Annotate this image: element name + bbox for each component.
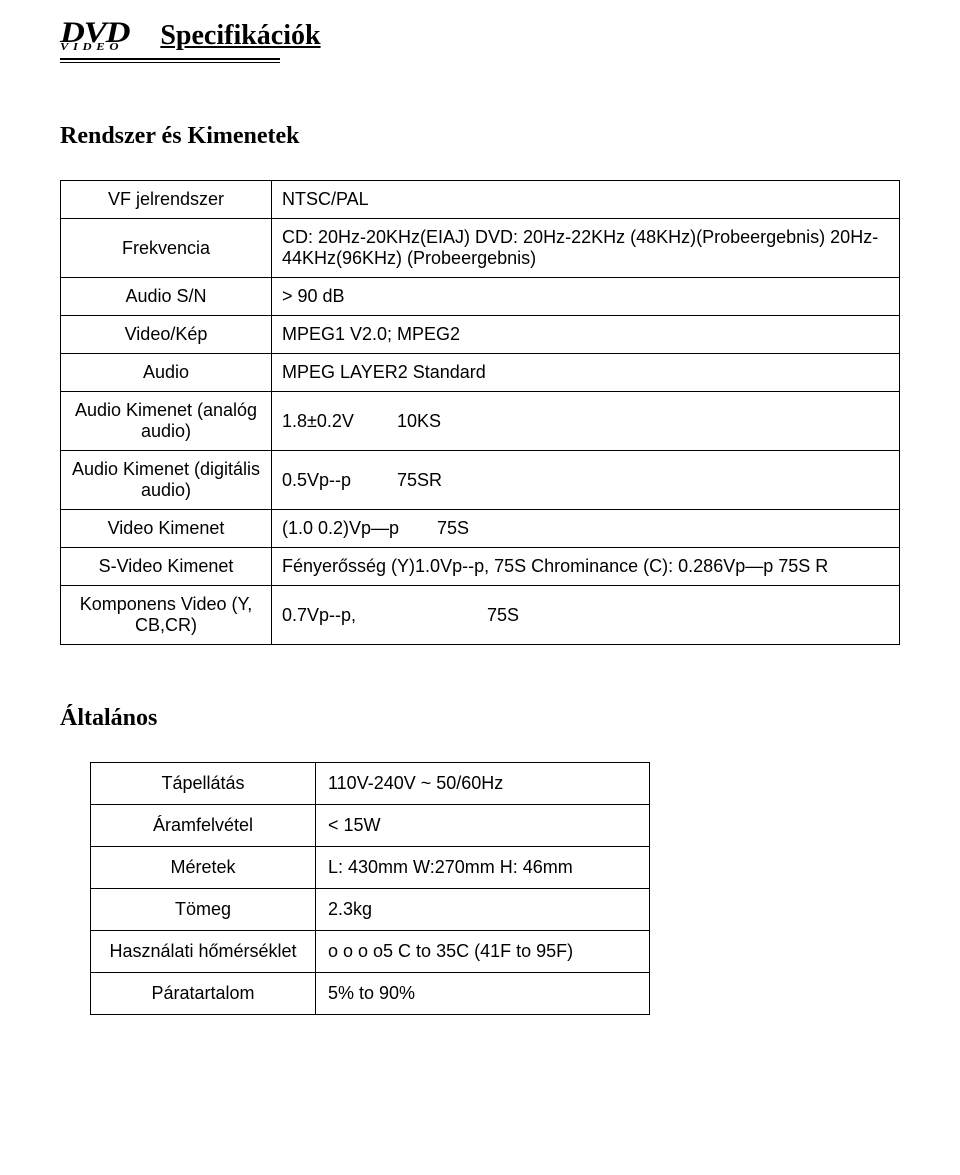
- row-value: 1.8±0.2V 10KS: [272, 392, 900, 451]
- spec-table-system: VF jelrendszer NTSC/PAL Frekvencia CD: 2…: [60, 180, 900, 645]
- row-value: 0.5Vp--p 75SR: [272, 451, 900, 510]
- row-value: MPEG LAYER2 Standard: [272, 354, 900, 392]
- row-label: Méretek: [91, 847, 316, 889]
- page-title: Specifikációk: [160, 20, 320, 52]
- row-label: Audio Kimenet (digitális audio): [61, 451, 272, 510]
- table-row: VF jelrendszer NTSC/PAL: [61, 181, 900, 219]
- table-row: Páratartalom 5% to 90%: [91, 973, 650, 1015]
- table-row: Audio S/N > 90 dB: [61, 278, 900, 316]
- value-part: 75S: [437, 518, 469, 538]
- row-label: Video/Kép: [61, 316, 272, 354]
- row-value: NTSC/PAL: [272, 181, 900, 219]
- row-label: Komponens Video (Y, CB,CR): [61, 586, 272, 645]
- table-row: Frekvencia CD: 20Hz-20KHz(EIAJ) DVD: 20H…: [61, 219, 900, 278]
- row-value: > 90 dB: [272, 278, 900, 316]
- table-row: S-Video Kimenet Fényerősség (Y)1.0Vp--p,…: [61, 548, 900, 586]
- row-value: 110V-240V ~ 50/60Hz: [316, 763, 650, 805]
- spec-table-general: Tápellátás 110V-240V ~ 50/60Hz Áramfelvé…: [90, 762, 650, 1015]
- value-part: 75SR: [397, 470, 442, 490]
- value-part: 10KS: [397, 411, 441, 431]
- row-value: L: 430mm W:270mm H: 46mm: [316, 847, 650, 889]
- table-row: Audio MPEG LAYER2 Standard: [61, 354, 900, 392]
- section1-heading: Rendszer és Kimenetek: [60, 123, 900, 150]
- value-part: (1.0 0.2)Vp—p: [282, 518, 432, 539]
- divider-thick: [60, 58, 280, 60]
- row-label: Páratartalom: [91, 973, 316, 1015]
- dvd-logo: DVD VIDEO: [60, 21, 129, 52]
- table-row: Komponens Video (Y, CB,CR) 0.7Vp--p, 75S: [61, 586, 900, 645]
- row-value: 0.7Vp--p, 75S: [272, 586, 900, 645]
- row-label: Video Kimenet: [61, 510, 272, 548]
- row-label: S-Video Kimenet: [61, 548, 272, 586]
- table-row: Audio Kimenet (analóg audio) 1.8±0.2V 10…: [61, 392, 900, 451]
- row-label: Használati hőmérséklet: [91, 931, 316, 973]
- section2-heading: Általános: [60, 705, 900, 732]
- table-row: Méretek L: 430mm W:270mm H: 46mm: [91, 847, 650, 889]
- value-part: 0.7Vp--p,: [282, 605, 482, 626]
- header: DVD VIDEO Specifikációk: [60, 20, 900, 52]
- row-label: Audio S/N: [61, 278, 272, 316]
- table-row: Áramfelvétel < 15W: [91, 805, 650, 847]
- row-label: Audio Kimenet (analóg audio): [61, 392, 272, 451]
- row-value: Fényerősség (Y)1.0Vp--p, 75S Chrominance…: [272, 548, 900, 586]
- divider-thin: [60, 62, 280, 63]
- row-label: VF jelrendszer: [61, 181, 272, 219]
- table-row: Tápellátás 110V-240V ~ 50/60Hz: [91, 763, 650, 805]
- row-label: Frekvencia: [61, 219, 272, 278]
- row-label: Áramfelvétel: [91, 805, 316, 847]
- table-row: Video/Kép MPEG1 V2.0; MPEG2: [61, 316, 900, 354]
- table-row: Audio Kimenet (digitális audio) 0.5Vp--p…: [61, 451, 900, 510]
- row-value: MPEG1 V2.0; MPEG2: [272, 316, 900, 354]
- row-label: Audio: [61, 354, 272, 392]
- row-value: (1.0 0.2)Vp—p 75S: [272, 510, 900, 548]
- value-part: 0.5Vp--p: [282, 470, 392, 491]
- row-value: 5% to 90%: [316, 973, 650, 1015]
- logo-sub: VIDEO: [60, 43, 129, 52]
- row-label: Tápellátás: [91, 763, 316, 805]
- row-value: CD: 20Hz-20KHz(EIAJ) DVD: 20Hz-22KHz (48…: [272, 219, 900, 278]
- table-row: Használati hőmérséklet o o o o5 C to 35C…: [91, 931, 650, 973]
- page: DVD VIDEO Specifikációk Rendszer és Kime…: [0, 0, 960, 1055]
- row-label: Tömeg: [91, 889, 316, 931]
- value-part: 75S: [487, 605, 519, 625]
- table-row: Video Kimenet (1.0 0.2)Vp—p 75S: [61, 510, 900, 548]
- table-row: Tömeg 2.3kg: [91, 889, 650, 931]
- value-part: 1.8±0.2V: [282, 411, 392, 432]
- row-value: o o o o5 C to 35C (41F to 95F): [316, 931, 650, 973]
- row-value: < 15W: [316, 805, 650, 847]
- row-value: 2.3kg: [316, 889, 650, 931]
